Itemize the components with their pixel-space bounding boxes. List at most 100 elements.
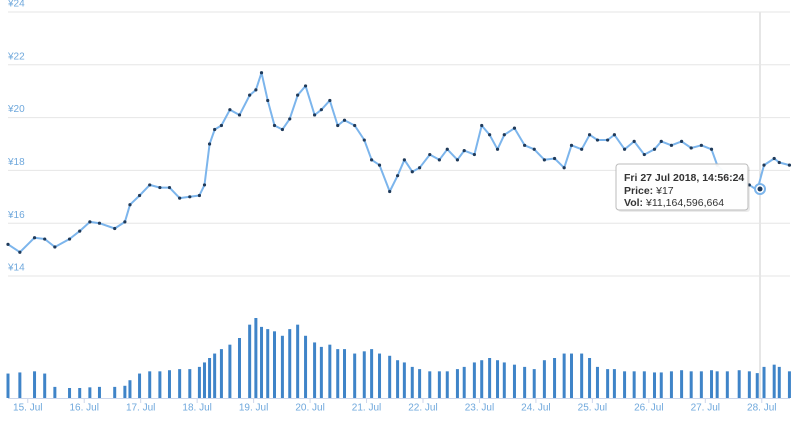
price-point bbox=[319, 108, 323, 112]
volume-bar bbox=[623, 371, 627, 398]
price-point bbox=[445, 147, 449, 151]
volume-bar bbox=[343, 349, 347, 398]
volume-bar bbox=[580, 353, 584, 398]
y-tick-label: ¥22 bbox=[7, 51, 25, 62]
volume-bar bbox=[228, 344, 232, 398]
price-point bbox=[787, 163, 792, 167]
volume-bar bbox=[33, 371, 37, 398]
volume-bar bbox=[523, 366, 527, 398]
tooltip-vol: Vol: ¥11,164,596,664 bbox=[624, 197, 724, 209]
price-point bbox=[428, 152, 432, 157]
volume-bar bbox=[652, 372, 656, 398]
price-point bbox=[562, 166, 566, 170]
price-point bbox=[228, 108, 232, 112]
volume-bar bbox=[158, 371, 162, 398]
price-point bbox=[523, 143, 527, 147]
price-point bbox=[552, 156, 557, 161]
volume-bar bbox=[336, 349, 340, 398]
tooltip-price: Price: ¥17 bbox=[624, 185, 674, 197]
price-point bbox=[259, 71, 264, 75]
x-tick-label: 26. Jul bbox=[634, 403, 663, 414]
x-tick-label: 16. Jul bbox=[69, 403, 98, 414]
volume-bar bbox=[123, 385, 127, 398]
volume-bar bbox=[737, 370, 741, 398]
price-point bbox=[377, 163, 382, 167]
volume-bar bbox=[532, 369, 536, 398]
volume-bar bbox=[237, 338, 241, 398]
volume-bar bbox=[642, 371, 646, 398]
volume-bar bbox=[68, 388, 72, 398]
volume-bar bbox=[88, 387, 92, 398]
volume-bar bbox=[113, 386, 117, 398]
volume-bar bbox=[710, 370, 714, 398]
price-point bbox=[495, 147, 500, 151]
x-tick-label: 18. Jul bbox=[182, 403, 211, 414]
price-point bbox=[266, 98, 270, 103]
price-point bbox=[207, 142, 212, 146]
x-tick-label: 28. Jul bbox=[747, 403, 776, 414]
volume-bar bbox=[725, 371, 729, 398]
volume-bar bbox=[496, 360, 500, 398]
price-point bbox=[137, 193, 142, 198]
price-point bbox=[43, 237, 47, 241]
price-point bbox=[219, 123, 224, 128]
y-tick-label: ¥24 bbox=[7, 0, 25, 10]
volume-bar bbox=[455, 369, 459, 398]
volume-bar bbox=[178, 369, 182, 398]
price-point bbox=[642, 152, 646, 157]
x-tick-label: 25. Jul bbox=[578, 403, 607, 414]
price-point bbox=[254, 88, 258, 92]
volume-bar bbox=[97, 386, 101, 398]
volume-bar bbox=[755, 373, 759, 398]
price-point bbox=[67, 237, 72, 241]
price-point bbox=[747, 183, 751, 187]
price-point bbox=[328, 98, 332, 103]
price-point bbox=[418, 166, 422, 170]
x-tick-label: 23. Jul bbox=[465, 403, 494, 414]
volume-bar bbox=[437, 371, 441, 398]
price-point bbox=[312, 113, 317, 117]
volume-bar bbox=[319, 346, 323, 398]
price-point bbox=[272, 123, 277, 128]
price-point bbox=[689, 146, 693, 150]
price-point bbox=[652, 147, 657, 151]
price-point bbox=[296, 93, 300, 97]
volume-bar bbox=[128, 380, 132, 398]
hover-marker-dot bbox=[757, 186, 763, 192]
price-point bbox=[6, 242, 10, 246]
price-point bbox=[410, 170, 414, 174]
volume-bar bbox=[378, 353, 382, 398]
volume-bar bbox=[53, 386, 57, 398]
volume-bar bbox=[777, 366, 781, 398]
price-point bbox=[488, 133, 492, 137]
price-point bbox=[167, 185, 172, 190]
volume-bar bbox=[747, 371, 751, 398]
volume-bar bbox=[254, 318, 258, 398]
price-point bbox=[288, 117, 292, 121]
price-point bbox=[699, 143, 703, 147]
volume-bar bbox=[606, 369, 610, 398]
price-point bbox=[248, 93, 252, 97]
y-tick-label: ¥16 bbox=[7, 210, 25, 221]
price-point bbox=[512, 126, 517, 130]
price-point bbox=[462, 149, 466, 153]
price-point bbox=[123, 220, 127, 224]
volume-bar bbox=[612, 369, 616, 398]
tooltip-vol-label: Vol: bbox=[624, 197, 643, 209]
x-tick-label: 20. Jul bbox=[295, 403, 324, 414]
volume-bar bbox=[762, 366, 766, 398]
volume-bar bbox=[699, 371, 703, 398]
price-point bbox=[280, 127, 285, 132]
price-point bbox=[32, 236, 37, 240]
volume-bar bbox=[488, 358, 492, 398]
volume-bar bbox=[6, 373, 10, 398]
price-line bbox=[7, 71, 790, 254]
volume-bar bbox=[219, 349, 223, 398]
price-point bbox=[762, 163, 766, 167]
price-point bbox=[388, 189, 392, 194]
tooltip: Fri 27 Jul 2018, 14:56:24 Price: ¥17 Vol… bbox=[615, 163, 750, 212]
price-point bbox=[709, 147, 714, 151]
volume-bar bbox=[562, 353, 566, 398]
volume-bar bbox=[388, 355, 392, 398]
